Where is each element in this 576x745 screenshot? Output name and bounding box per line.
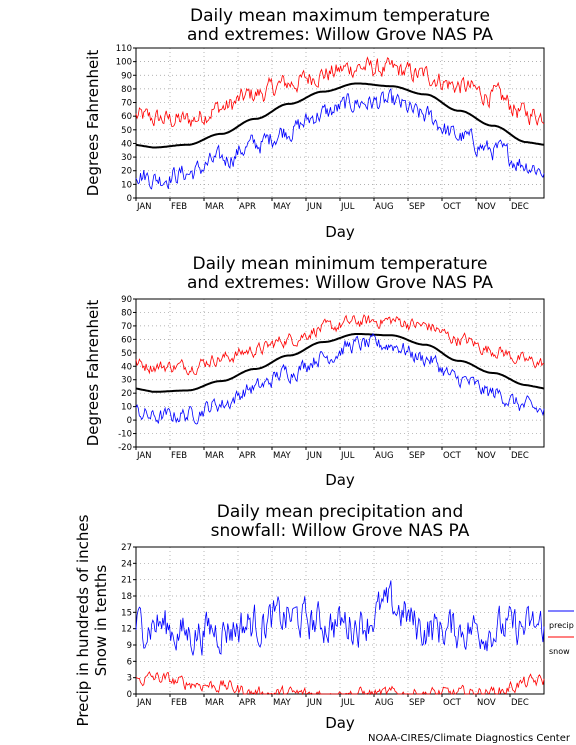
- y-tick-label: 24: [121, 559, 132, 569]
- y-tick-label: 90: [121, 71, 132, 81]
- month-tick-label: JUL: [340, 202, 355, 212]
- month-tick-label: AUG: [375, 698, 394, 708]
- series-line-series-2: [135, 333, 545, 393]
- month-tick-label: JUN: [306, 698, 322, 708]
- y-tick-label: 70: [121, 99, 132, 109]
- month-tick-label: MAR: [205, 202, 224, 212]
- series-line-series-1: [135, 56, 545, 127]
- chart-title-line: and extremes: Willow Grove NAS PA: [187, 273, 493, 293]
- y-tick-label: 18: [121, 592, 132, 602]
- y-tick-label: 60: [121, 335, 132, 345]
- y-tick-label: 12: [121, 625, 132, 635]
- y-tick-label: 60: [121, 112, 132, 122]
- y-tick-label: 50: [121, 349, 132, 359]
- y-axis-label: Degrees Fahrenheit: [84, 50, 102, 197]
- y-tick-label: 100: [116, 58, 132, 68]
- month-tick-label: MAY: [273, 202, 291, 212]
- month-tick-label: OCT: [443, 202, 462, 212]
- month-tick-label: JUN: [306, 451, 322, 461]
- y-tick-label: 90: [121, 295, 132, 305]
- month-tick-label: OCT: [443, 451, 462, 461]
- y-axis-label: Snow in tenths: [92, 565, 110, 677]
- chart-title-line: snowfall: Willow Grove NAS PA: [211, 521, 470, 541]
- y-tick-label: 110: [116, 44, 132, 54]
- y-tick-label: 15: [121, 608, 132, 618]
- month-tick-label: MAY: [273, 451, 291, 461]
- y-tick-label: 20: [121, 167, 132, 177]
- month-tick-label: NOV: [477, 698, 496, 708]
- y-axis-label: Precip in hundreds of inches: [74, 514, 92, 726]
- y-tick-label: 0: [127, 194, 132, 204]
- series-line-series-3: [135, 87, 545, 190]
- y-tick-label: 20: [121, 389, 132, 399]
- month-tick-label: MAR: [205, 698, 224, 708]
- series-line-series-3: [135, 332, 545, 425]
- series-line-precip: [135, 580, 545, 656]
- plot-frame: [135, 298, 545, 448]
- month-tick-label: APR: [239, 451, 256, 461]
- month-tick-label: JAN: [136, 202, 152, 212]
- series-line-series-1: [135, 314, 545, 376]
- credit-text: NOAA-CIRES/Climate Diagnostics Center: [368, 733, 571, 744]
- month-tick-label: MAY: [273, 698, 291, 708]
- y-tick-label: 30: [121, 376, 132, 386]
- y-tick-label: 50: [121, 126, 132, 136]
- y-tick-label: 40: [121, 362, 132, 372]
- month-tick-label: JUN: [306, 202, 322, 212]
- month-tick-label: NOV: [477, 202, 496, 212]
- y-axis-label: Degrees Fahrenheit: [84, 300, 102, 447]
- y-tick-label: 80: [121, 308, 132, 318]
- month-tick-label: APR: [239, 698, 256, 708]
- month-tick-label: JUL: [340, 698, 355, 708]
- y-tick-label: -20: [118, 443, 132, 453]
- legend-label-snow: snow: [549, 647, 570, 656]
- month-tick-label: SEP: [409, 698, 425, 708]
- y-tick-label: 21: [121, 576, 132, 586]
- month-tick-label: JAN: [136, 451, 152, 461]
- legend-label-precip: precip: [549, 621, 574, 630]
- y-tick-label: 3: [127, 674, 132, 684]
- month-tick-label: AUG: [375, 202, 394, 212]
- month-tick-label: FEB: [171, 451, 187, 461]
- month-tick-label: NOV: [477, 451, 496, 461]
- chart-title-line: Daily mean maximum temperature: [190, 6, 490, 26]
- month-tick-label: APR: [239, 202, 256, 212]
- month-tick-label: MAR: [205, 451, 224, 461]
- y-tick-label: 0: [127, 416, 132, 426]
- y-tick-label: -10: [118, 430, 132, 440]
- x-axis-label: Day: [325, 714, 355, 732]
- y-tick-label: 30: [121, 153, 132, 163]
- x-axis-label: Day: [325, 471, 355, 489]
- x-axis-label: Day: [325, 223, 355, 241]
- chart-title-line: and extremes: Willow Grove NAS PA: [187, 25, 493, 45]
- y-tick-label: 9: [127, 641, 132, 651]
- month-tick-label: FEB: [171, 202, 187, 212]
- month-tick-label: SEP: [409, 202, 425, 212]
- chart-title-line: Daily mean precipitation and: [217, 502, 464, 522]
- y-tick-label: 27: [121, 543, 132, 553]
- y-tick-label: 40: [121, 139, 132, 149]
- month-tick-label: JUL: [340, 451, 355, 461]
- series-line-series-2: [135, 82, 545, 149]
- y-tick-label: 70: [121, 322, 132, 332]
- month-tick-label: DEC: [511, 451, 529, 461]
- month-tick-label: JAN: [136, 698, 152, 708]
- month-tick-label: DEC: [511, 698, 529, 708]
- month-tick-label: AUG: [375, 451, 394, 461]
- y-tick-label: 80: [121, 85, 132, 95]
- y-tick-label: 10: [121, 403, 132, 413]
- y-tick-label: 10: [121, 180, 132, 190]
- month-tick-label: SEP: [409, 451, 425, 461]
- chart-title-line: Daily mean minimum temperature: [193, 254, 488, 274]
- y-tick-label: 6: [127, 657, 132, 667]
- y-tick-label: 0: [127, 690, 132, 700]
- month-tick-label: OCT: [443, 698, 462, 708]
- month-tick-label: DEC: [511, 202, 529, 212]
- month-tick-label: FEB: [171, 698, 187, 708]
- series-line-snow: [135, 671, 545, 696]
